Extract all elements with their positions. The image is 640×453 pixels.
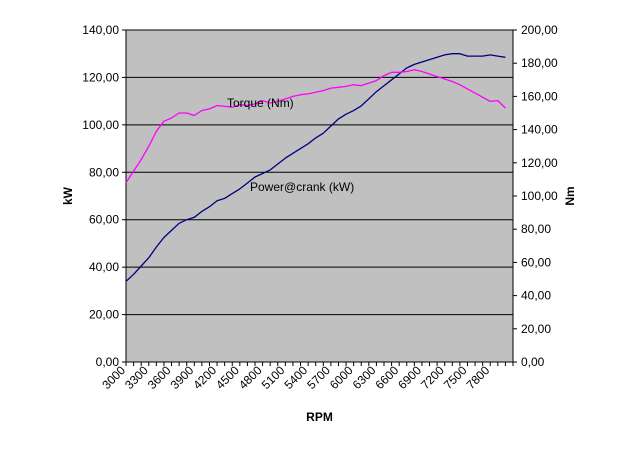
y-right-axis-title: Nm [563,186,577,205]
y-right-tick-label: 20,00 [521,322,551,336]
y-right-tick-label: 160,00 [521,89,558,103]
y-right-tick-label: 140,00 [521,123,558,137]
x-tick-label: 4500 [213,363,242,392]
y-right-tick-label: 40,00 [521,289,551,303]
x-tick-label: 3600 [145,363,174,392]
x-tick-label: 5400 [281,363,310,392]
x-axis-title: RPM [306,410,333,424]
y-left-axis-title: kW [61,186,75,205]
x-tick-label: 6600 [373,363,402,392]
x-tick-label: 3300 [122,363,151,392]
x-tick-label: 7800 [464,363,493,392]
y-left-tick-label: 80,00 [89,165,119,179]
power-series-line [125,53,506,282]
plot-area [125,29,514,363]
x-tick-label: 6300 [350,363,379,392]
x-tick-label: 5700 [304,363,333,392]
y-left-tick-label: 120,00 [82,70,119,84]
y-right-tick-label: 0,00 [521,355,545,369]
y-right-tick-label: 180,00 [521,56,558,70]
y-left-tick-label: 140,00 [82,23,119,37]
power-series-label: Power@crank (kW) [250,180,354,194]
series-lines [125,53,506,282]
x-tick-label: 4800 [236,363,265,392]
y-right-tick-label: 80,00 [521,222,551,236]
torque-series-label: Torque (Nm) [227,96,294,110]
x-tick-label: 3900 [168,363,197,392]
x-tick-label: 6000 [327,363,356,392]
gridlines [126,29,513,316]
y-left-tick-label: 20,00 [89,308,119,322]
x-tick-label: 6900 [395,363,424,392]
torque-series-line [125,69,506,184]
x-tick-label: 7500 [441,363,470,392]
x-tick-label: 5100 [259,363,288,392]
y-right-tick-label: 200,00 [521,23,558,37]
y-left-tick-label: 60,00 [89,213,119,227]
y-left-tick-label: 0,00 [96,355,120,369]
y-left-tick-label: 100,00 [82,118,119,132]
x-tick-label: 7200 [418,363,447,392]
x-tick-label: 4200 [190,363,219,392]
series-labels: Power@crank (kW) Torque (Nm) [227,96,354,194]
y-right-tick-label: 120,00 [521,156,558,170]
y-left-tick-label: 40,00 [89,260,119,274]
y-right-tick-label: 100,00 [521,189,558,203]
y-right-tick-label: 60,00 [521,255,551,269]
